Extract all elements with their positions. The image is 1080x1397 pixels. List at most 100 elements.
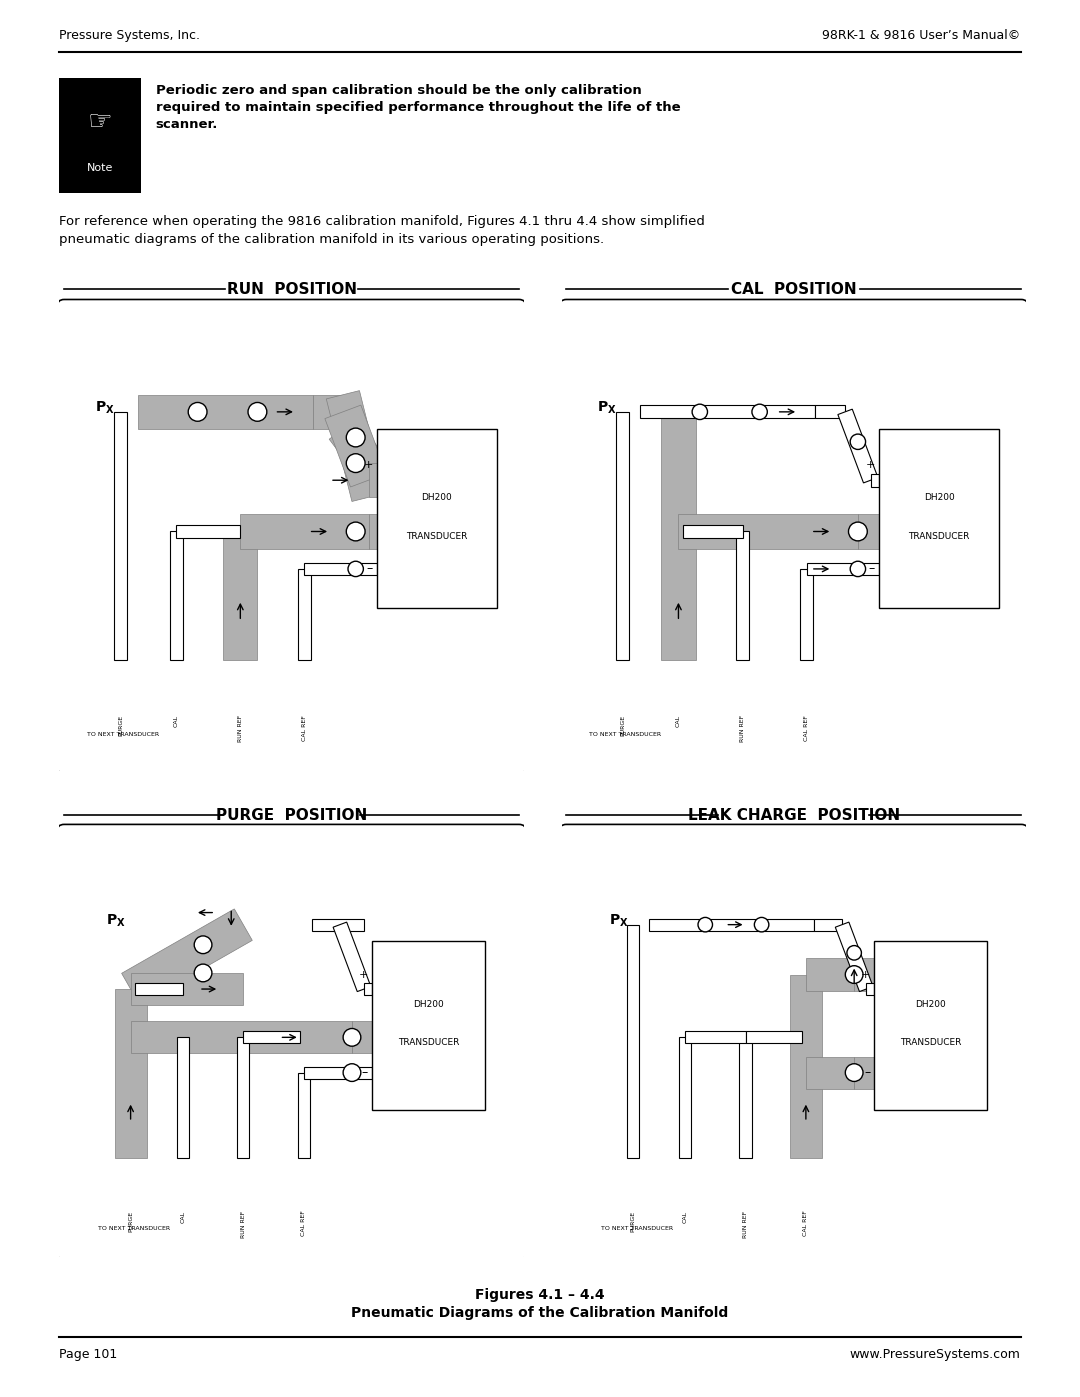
Bar xyxy=(377,429,497,608)
Bar xyxy=(683,525,743,538)
Text: Pressure Systems, Inc.: Pressure Systems, Inc. xyxy=(59,29,201,42)
Bar xyxy=(305,563,355,576)
Text: +: + xyxy=(865,460,875,469)
Circle shape xyxy=(846,965,863,983)
Polygon shape xyxy=(838,409,878,483)
Bar xyxy=(135,983,183,995)
Bar xyxy=(879,429,999,608)
Polygon shape xyxy=(122,909,253,1004)
Bar xyxy=(678,514,858,549)
Bar xyxy=(114,989,147,1158)
Polygon shape xyxy=(333,922,370,992)
Bar xyxy=(355,563,377,576)
Circle shape xyxy=(188,402,207,422)
Bar xyxy=(858,514,879,549)
Bar xyxy=(789,975,822,1158)
Bar xyxy=(854,958,875,990)
Bar xyxy=(368,464,377,497)
Circle shape xyxy=(847,946,862,960)
Text: $\mathbf{P_X}$: $\mathbf{P_X}$ xyxy=(597,400,617,416)
Text: TO NEXT TRANSDUCER: TO NEXT TRANSDUCER xyxy=(589,732,661,736)
Bar xyxy=(661,412,696,659)
Bar xyxy=(875,940,987,1109)
Text: DH200: DH200 xyxy=(923,493,955,502)
Bar xyxy=(176,525,241,538)
Text: $\mathbf{P_X}$: $\mathbf{P_X}$ xyxy=(95,400,114,416)
Text: +: + xyxy=(359,970,368,979)
Bar xyxy=(617,412,630,659)
Bar xyxy=(224,531,257,659)
Circle shape xyxy=(343,1063,361,1081)
Bar xyxy=(814,919,842,930)
Bar xyxy=(679,1038,691,1158)
Circle shape xyxy=(343,1028,361,1046)
Text: $\mathbf{P_X}$: $\mathbf{P_X}$ xyxy=(107,912,126,929)
Circle shape xyxy=(754,918,769,932)
Text: LEAK CHARGE  POSITION: LEAK CHARGE POSITION xyxy=(688,807,900,823)
Text: –: – xyxy=(868,563,875,576)
Bar xyxy=(238,1038,249,1158)
Bar xyxy=(368,514,377,549)
Circle shape xyxy=(347,522,365,541)
Text: ☞: ☞ xyxy=(87,108,112,136)
Bar xyxy=(170,531,183,659)
Circle shape xyxy=(194,964,212,982)
Text: PURGE: PURGE xyxy=(620,715,625,736)
Bar xyxy=(373,940,485,1109)
Circle shape xyxy=(752,404,767,419)
Text: CAL REF: CAL REF xyxy=(301,1210,306,1236)
Circle shape xyxy=(348,562,363,577)
Text: www.PressureSystems.com: www.PressureSystems.com xyxy=(850,1348,1021,1361)
FancyBboxPatch shape xyxy=(57,299,526,774)
Text: CAL: CAL xyxy=(683,1210,688,1222)
Text: CAL: CAL xyxy=(676,715,681,728)
Text: Figures 4.1 – 4.4: Figures 4.1 – 4.4 xyxy=(475,1288,605,1302)
Text: CAL REF: CAL REF xyxy=(804,1210,808,1236)
Bar xyxy=(800,569,813,659)
Text: Page 101: Page 101 xyxy=(59,1348,118,1361)
Text: DH200: DH200 xyxy=(915,1000,946,1010)
Text: +: + xyxy=(861,970,870,979)
Bar xyxy=(866,983,875,995)
FancyBboxPatch shape xyxy=(559,824,1028,1260)
Text: RUN  POSITION: RUN POSITION xyxy=(227,282,356,296)
Bar xyxy=(352,1021,373,1053)
Polygon shape xyxy=(329,419,382,474)
Bar xyxy=(313,395,342,429)
Bar xyxy=(114,412,127,659)
Bar xyxy=(626,925,639,1158)
Bar xyxy=(298,1073,310,1158)
Text: PURGE: PURGE xyxy=(129,1210,133,1232)
Bar xyxy=(59,78,141,193)
Bar xyxy=(640,405,815,418)
Circle shape xyxy=(849,522,867,541)
Text: CAL: CAL xyxy=(174,715,179,728)
Bar xyxy=(858,563,879,576)
Polygon shape xyxy=(325,405,387,488)
Text: TRANSDUCER: TRANSDUCER xyxy=(397,1038,459,1046)
Text: CAL  POSITION: CAL POSITION xyxy=(731,282,856,296)
Text: RUN REF: RUN REF xyxy=(238,715,243,742)
Text: TRANSDUCER: TRANSDUCER xyxy=(406,532,468,541)
Bar xyxy=(298,569,311,659)
Text: PURGE: PURGE xyxy=(118,715,123,736)
Text: CAL REF: CAL REF xyxy=(302,715,307,740)
Text: TRANSDUCER: TRANSDUCER xyxy=(908,532,970,541)
Text: –: – xyxy=(864,1066,870,1078)
Bar xyxy=(740,1038,752,1158)
Text: RUN REF: RUN REF xyxy=(740,715,745,742)
Text: $\mathbf{P_X}$: $\mathbf{P_X}$ xyxy=(609,912,629,929)
Circle shape xyxy=(846,1063,863,1081)
Polygon shape xyxy=(326,391,386,502)
Text: For reference when operating the 9816 calibration manifold, Figures 4.1 thru 4.4: For reference when operating the 9816 ca… xyxy=(59,215,705,246)
Bar xyxy=(745,1031,801,1044)
FancyBboxPatch shape xyxy=(57,824,526,1260)
Text: +: + xyxy=(363,460,373,469)
Text: TO NEXT TRANSDUCER: TO NEXT TRANSDUCER xyxy=(600,1225,673,1231)
Bar xyxy=(685,1031,745,1044)
Circle shape xyxy=(692,404,707,419)
Bar xyxy=(806,1056,854,1088)
Text: Pneumatic Diagrams of the Calibration Manifold: Pneumatic Diagrams of the Calibration Ma… xyxy=(351,1306,729,1320)
Bar xyxy=(138,395,313,429)
Text: PURGE  POSITION: PURGE POSITION xyxy=(216,807,367,823)
